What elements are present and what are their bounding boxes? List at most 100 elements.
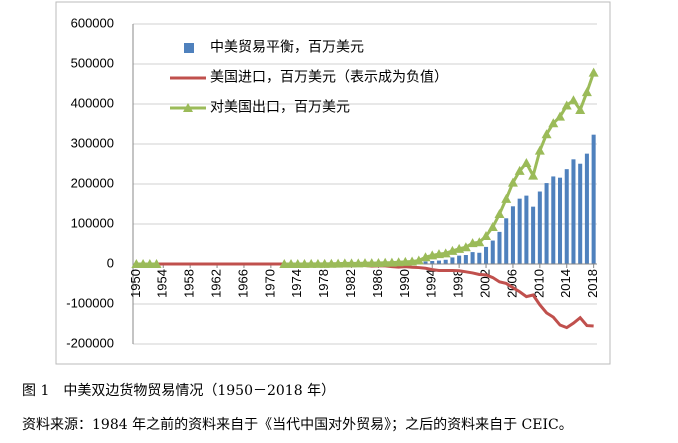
marker	[339, 258, 350, 268]
bar	[591, 134, 596, 264]
chart: -200000 -100000 0 100000 200000 300000 400000 5…	[55, 1, 611, 365]
bar	[430, 261, 435, 264]
marker	[366, 258, 377, 268]
marker	[353, 258, 364, 268]
marker	[548, 118, 559, 128]
bar	[510, 206, 515, 264]
marker	[521, 158, 532, 168]
y-tick-label: 200000	[71, 175, 114, 190]
bar	[517, 198, 522, 264]
y-tick-label: -100000	[66, 295, 114, 310]
marker	[319, 258, 330, 268]
bar	[450, 257, 455, 264]
bar	[504, 218, 509, 264]
y-tick-label: 0	[107, 255, 114, 270]
marker	[433, 249, 444, 259]
legend-label: 对美国出口，百万美元	[210, 99, 350, 115]
marker	[306, 258, 317, 268]
bar	[423, 261, 428, 264]
marker	[487, 222, 498, 232]
marker	[507, 177, 518, 187]
marker	[575, 104, 586, 114]
bar	[531, 206, 536, 264]
marker	[144, 259, 155, 268]
x-tick-label: 2018	[585, 269, 600, 298]
y-tick-label: 300000	[71, 135, 114, 150]
figure-caption: 图 1 中美双边货物贸易情况（1950－2018 年）	[22, 383, 336, 399]
marker	[501, 193, 512, 203]
marker	[440, 248, 451, 258]
marker	[386, 257, 397, 267]
marker	[333, 258, 344, 268]
x-tick-label: 1958	[182, 269, 197, 298]
bar	[578, 163, 583, 264]
bar	[544, 183, 549, 264]
marker	[380, 257, 391, 267]
bar	[537, 191, 542, 264]
bar	[571, 159, 576, 264]
marker	[494, 209, 505, 219]
marker	[360, 258, 370, 268]
marker	[138, 259, 149, 268]
bar	[463, 255, 468, 264]
y-tick-label: 400000	[71, 95, 114, 110]
marker	[528, 170, 539, 180]
marker	[373, 257, 384, 267]
marker	[474, 237, 485, 247]
marker	[413, 255, 424, 265]
x-tick-label: 1962	[208, 269, 223, 298]
marker	[346, 258, 357, 268]
marker	[555, 111, 566, 121]
legend-swatch	[184, 43, 194, 53]
x-tick-label: 1966	[235, 269, 250, 298]
x-tick-label: 1974	[289, 269, 304, 298]
marker	[568, 95, 579, 105]
bar	[557, 177, 563, 264]
bar	[443, 259, 448, 264]
marker	[326, 258, 337, 268]
bar	[551, 176, 556, 264]
x-tick-label: 1970	[262, 269, 277, 298]
marker	[581, 87, 592, 97]
marker	[299, 258, 310, 268]
source-note: 资料来源：1984 年之前的资料来自于《当代中国对外贸易》；之后的资料来自于 C…	[22, 417, 573, 433]
marker	[131, 259, 142, 268]
y-tick-label: 600000	[71, 15, 114, 30]
legend-label: 美国进口，百万美元（表示成为负值）	[210, 69, 448, 85]
y-tick-label: -200000	[66, 335, 114, 350]
legend-marker	[183, 103, 193, 112]
bar	[490, 240, 495, 264]
marker	[393, 257, 404, 267]
bar	[436, 260, 441, 264]
x-tick-label: 1950	[128, 269, 143, 298]
x-tick-label: 2010	[531, 269, 546, 298]
bar	[457, 255, 462, 264]
bar	[564, 169, 569, 264]
bar	[584, 153, 589, 264]
marker	[460, 242, 471, 252]
bar	[477, 252, 482, 264]
legend-label: 中美贸易平衡，百万美元	[210, 39, 364, 55]
marker	[541, 129, 552, 139]
x-tick-label: 1954	[155, 269, 170, 298]
x-tick-label: 1994	[424, 269, 439, 298]
marker	[481, 231, 492, 241]
x-tick-label: 1978	[316, 269, 331, 298]
bar	[484, 246, 489, 264]
marker	[286, 258, 297, 268]
y-tick-label: 100000	[71, 215, 114, 230]
y-tick-label: 500000	[71, 55, 114, 70]
marker	[588, 67, 599, 77]
x-tick-label: 1982	[343, 269, 358, 298]
x-tick-label: 1998	[451, 269, 466, 298]
bar	[524, 195, 529, 264]
marker	[514, 165, 525, 175]
marker	[312, 258, 323, 268]
marker	[534, 145, 545, 155]
x-tick-label: 2014	[558, 269, 573, 298]
line	[136, 262, 594, 330]
x-tick-label: 1990	[397, 269, 412, 298]
x-tick-label: 1986	[370, 269, 385, 298]
marker	[151, 259, 162, 268]
